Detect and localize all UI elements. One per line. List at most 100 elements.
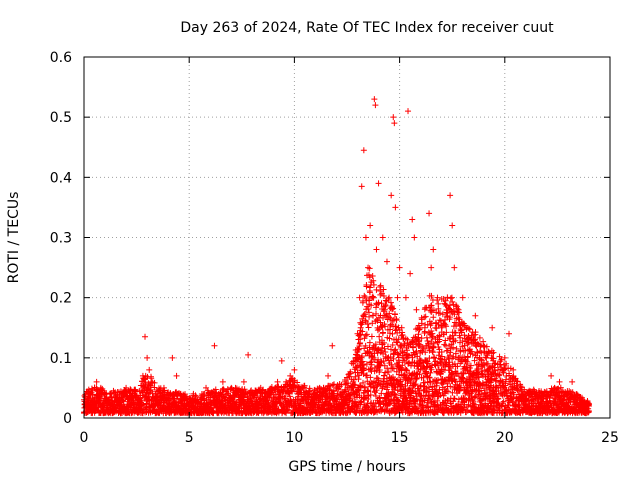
roti-point [326, 386, 333, 393]
roti-point [369, 273, 376, 280]
roti-point [232, 400, 239, 407]
roti-point [329, 342, 336, 349]
roti-point [393, 317, 400, 324]
roti-point [472, 312, 479, 319]
roti-point [430, 314, 437, 321]
roti-point [447, 295, 454, 302]
roti-point [193, 393, 200, 400]
roti-point [394, 294, 401, 301]
roti-point [227, 386, 234, 393]
grid-lines [84, 57, 610, 418]
roti-point [426, 210, 433, 217]
roti-point [377, 282, 384, 289]
roti-point [365, 324, 372, 331]
y-tick-label: 0.4 [50, 170, 72, 186]
roti-point [548, 372, 555, 379]
roti-point [392, 204, 399, 211]
roti-point [305, 394, 312, 401]
roti-point [360, 147, 367, 154]
roti-point [427, 369, 434, 376]
roti-point [301, 382, 308, 389]
roti-point [372, 102, 379, 109]
y-tick-label: 0.5 [50, 110, 72, 126]
roti-point [245, 351, 252, 358]
scatter-points [81, 96, 592, 417]
roti-point [383, 258, 390, 265]
roti-point [144, 393, 151, 400]
roti-point [396, 264, 403, 271]
roti-point [362, 234, 369, 241]
roti-point [569, 378, 576, 385]
roti-point [144, 354, 151, 361]
roti-point [367, 222, 374, 229]
roti-point [93, 378, 100, 385]
x-tick-label: 5 [185, 430, 194, 446]
roti-point [428, 264, 435, 271]
y-tick-label: 0.1 [50, 351, 72, 367]
y-tick-label: 0.2 [50, 291, 72, 307]
roti-point [449, 222, 456, 229]
roti-point [453, 345, 460, 352]
x-axis-label: GPS time / hours [288, 459, 405, 475]
roti-point [421, 379, 428, 386]
roti-point [148, 378, 155, 385]
roti-point [142, 333, 149, 340]
roti-point [402, 294, 409, 301]
roti-point [556, 378, 563, 385]
roti-point [331, 381, 338, 388]
roti-point [459, 294, 466, 301]
x-tick-label: 20 [496, 430, 514, 446]
roti-point [151, 379, 158, 386]
roti-point [120, 398, 127, 405]
roti-point [325, 372, 332, 379]
roti-point [379, 234, 386, 241]
roti-point [388, 192, 395, 199]
x-tick-label: 0 [80, 430, 89, 446]
roti-point [369, 294, 376, 301]
roti-point [422, 313, 429, 320]
roti-point [489, 324, 496, 331]
roti-point [207, 404, 214, 411]
roti-point [219, 378, 226, 385]
roti-point [441, 341, 448, 348]
roti-point [421, 324, 428, 331]
roti-point [103, 390, 110, 397]
roti-point [391, 120, 398, 127]
roti-point [411, 234, 418, 241]
roti-point [379, 330, 386, 337]
y-tick-label: 0 [63, 411, 72, 427]
roti-point [291, 366, 298, 373]
x-tick-label: 25 [601, 430, 619, 446]
roti-point [390, 114, 397, 121]
roti-point [436, 317, 443, 324]
y-axis-label: ROTI / TECUs [6, 192, 22, 284]
roti-point [240, 378, 247, 385]
roti-point [278, 357, 285, 364]
roti-point [173, 372, 180, 379]
roti-point [294, 379, 301, 386]
roti-point [506, 330, 513, 337]
x-tick-label: 10 [285, 430, 303, 446]
roti-point [409, 216, 416, 223]
roti-point [407, 270, 414, 277]
roti-point [451, 264, 458, 271]
roti-point [358, 183, 365, 190]
roti-point [405, 108, 412, 115]
y-tick-label: 0.6 [50, 50, 72, 66]
roti-point [275, 383, 282, 390]
roti-point [241, 386, 248, 393]
roti-point [418, 335, 425, 342]
roti-point [391, 310, 398, 317]
roti-point [413, 306, 420, 313]
roti-point [447, 192, 454, 199]
roti-point [146, 366, 153, 373]
roti-point [371, 96, 378, 103]
roti-point [375, 180, 382, 187]
roti-point [430, 246, 437, 253]
y-tick-label: 0.3 [50, 231, 72, 247]
roti-point [118, 401, 125, 408]
roti-point [480, 342, 487, 349]
roti-point [142, 379, 149, 386]
roti-point [140, 401, 147, 408]
